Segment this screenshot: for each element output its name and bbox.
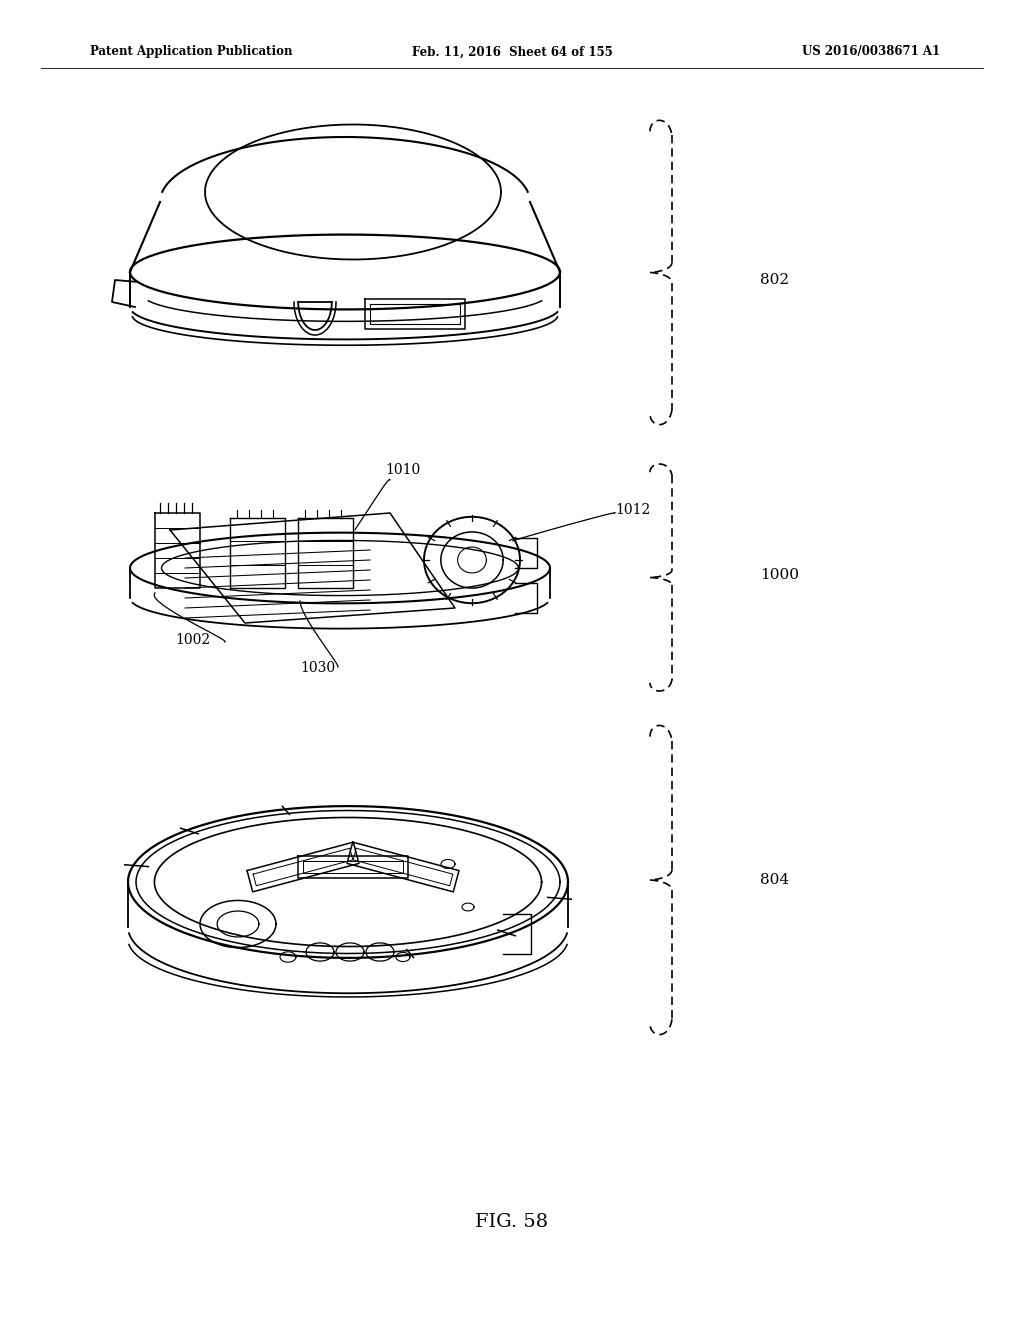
Text: 802: 802 (760, 273, 790, 286)
Text: 804: 804 (760, 873, 790, 887)
Text: Feb. 11, 2016  Sheet 64 of 155: Feb. 11, 2016 Sheet 64 of 155 (412, 45, 612, 58)
Text: US 2016/0038671 A1: US 2016/0038671 A1 (802, 45, 940, 58)
Text: 1002: 1002 (175, 634, 210, 647)
Text: 1010: 1010 (385, 463, 420, 477)
Text: 1000: 1000 (760, 568, 799, 582)
Text: 1012: 1012 (615, 503, 650, 517)
Text: Patent Application Publication: Patent Application Publication (90, 45, 293, 58)
Text: 1030: 1030 (300, 661, 335, 675)
Text: FIG. 58: FIG. 58 (475, 1213, 549, 1232)
